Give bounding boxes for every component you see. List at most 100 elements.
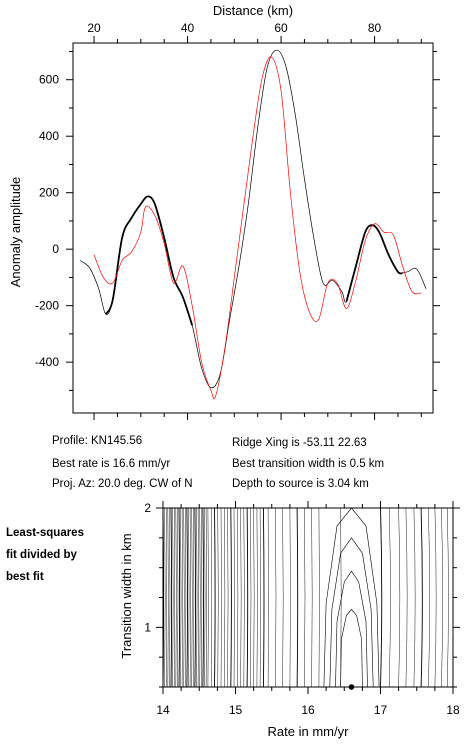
best-transition-text: Best transition width is 0.5 km [232, 458, 385, 470]
contour-line [165, 508, 168, 687]
contour-line [230, 508, 232, 687]
contour-line [210, 508, 213, 687]
profile-y-axis-label: Anomaly amplitude [8, 177, 23, 288]
contour-line [185, 508, 187, 687]
contour-description-line: Least-squares [6, 527, 84, 539]
contour-line [380, 508, 383, 687]
contour-y-axis-label: Transition width in km [119, 533, 134, 658]
contour-line [428, 508, 430, 687]
contour-line [214, 508, 216, 687]
source-depth-text: Depth to source is 3.04 km [232, 478, 369, 490]
contour-line [189, 508, 191, 687]
contour-line [194, 508, 196, 687]
contour-line [250, 508, 252, 687]
observed-anomaly-bold-segment [104, 195, 194, 326]
contour-line [243, 508, 245, 687]
contour-line [181, 508, 183, 687]
x-tick-label: 20 [87, 21, 101, 35]
contour-arch [323, 508, 380, 687]
contour-axis-ticks: 14 15 16 17 18 1 2 [144, 501, 460, 717]
contour-line [204, 508, 206, 687]
contour-line [164, 508, 166, 687]
contour-line [398, 508, 401, 687]
profile-plot-frame [72, 42, 434, 414]
contour-line [237, 508, 239, 687]
contour-line [224, 508, 226, 687]
y-tick-label: 0 [52, 242, 59, 256]
contour-line [233, 508, 235, 687]
contour-line [388, 508, 391, 687]
contour-line [175, 508, 177, 687]
contour-line [196, 508, 198, 687]
contour-line [163, 508, 165, 687]
contour-arch [329, 537, 374, 687]
ridge-crossing-text: Ridge Xing is -53.11 22.63 [232, 437, 367, 449]
contour-x-tick-label: 17 [374, 703, 388, 717]
y-tick-label: -200 [35, 299, 59, 313]
profile-x-axis-label: Distance (km) [213, 3, 293, 18]
contour-line [441, 508, 443, 687]
y-tick-label: 200 [39, 186, 59, 200]
contour-line [173, 508, 176, 687]
best-rate-text: Best rate is 16.6 mm/yr [52, 458, 171, 470]
contour-y-tick-label: 1 [144, 620, 151, 634]
contour-line [253, 508, 255, 687]
contour-line [275, 508, 277, 687]
contour-line [405, 508, 408, 687]
contour-line [220, 508, 222, 687]
contour-line [170, 508, 173, 687]
contour-line [202, 508, 204, 687]
profile-axis-ticks: 20 40 60 80 -400 -200 0 200 400 600 [35, 21, 440, 420]
x-tick-label: 80 [368, 21, 382, 35]
contour-lines-group [163, 508, 449, 687]
contour-line [262, 508, 265, 687]
projection-azimuth-text: Proj. Az: 20.0 deg. CW of N [52, 478, 193, 490]
y-tick-label: 400 [39, 129, 59, 143]
y-tick-label: -400 [35, 355, 59, 369]
contour-line [217, 508, 219, 687]
contour-y-tick-label: 2 [144, 501, 151, 515]
contour-line [177, 508, 179, 687]
contour-line [256, 508, 258, 687]
x-tick-label: 40 [181, 21, 195, 35]
contour-line [259, 508, 261, 687]
y-tick-label: 600 [39, 73, 59, 87]
contour-line [240, 508, 242, 687]
contour-description: Least-squares fit divided by best fit [6, 522, 116, 588]
contour-line [446, 508, 449, 687]
observed-anomaly-bold-segment [345, 224, 403, 302]
contour-line [267, 508, 269, 687]
contour-line [188, 508, 190, 687]
model-anomaly-curve [93, 56, 422, 400]
contour-line [180, 508, 182, 687]
contour-line [193, 508, 195, 687]
contour-line [289, 508, 291, 687]
contour-x-tick-label: 16 [301, 703, 315, 717]
contour-description-line: fit divided by [6, 549, 77, 561]
contour-line [434, 508, 437, 687]
contour-line [172, 508, 174, 687]
best-fit-marker [348, 684, 355, 690]
contour-line [246, 508, 249, 687]
contour-line [413, 508, 416, 687]
contour-line [296, 508, 299, 687]
contour-line [227, 508, 229, 687]
contour-x-tick-label: 14 [156, 703, 170, 717]
contour-line [183, 508, 185, 687]
contour-x-tick-label: 18 [446, 703, 460, 717]
contour-plot-frame [162, 507, 454, 688]
contour-line [420, 508, 423, 687]
contour-line [304, 508, 306, 687]
anomaly-profile-chart: 20 40 60 80 -400 -200 0 200 400 600 Distance (km)… [8, 3, 440, 420]
contour-arch [340, 608, 363, 687]
contour-description-line: best fit [6, 571, 44, 583]
contour-line [169, 508, 171, 687]
contour-line [282, 508, 284, 687]
contour-line [199, 508, 201, 687]
x-tick-label: 60 [274, 21, 288, 35]
contour-line [186, 508, 188, 687]
profile-series-group [79, 49, 427, 400]
contour-x-tick-label: 15 [229, 703, 243, 717]
contour-line [201, 508, 203, 687]
contour-line [311, 508, 313, 687]
